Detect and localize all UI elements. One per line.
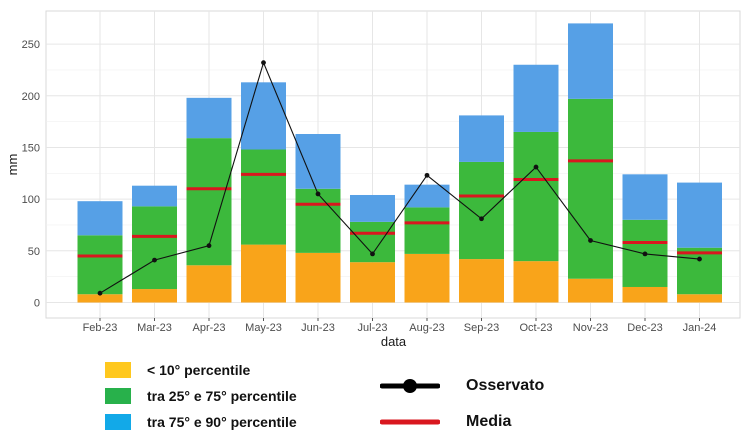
- chart: 0 50 100 150 200 250 Feb-23 Mar-23 Apr-23 May-23 J…: [5, 10, 741, 349]
- y-tick-label: 200: [22, 91, 40, 103]
- legend-label-media: Media: [466, 413, 512, 430]
- legend-item-p25-75: tra 25° e 75° percentile: [105, 383, 297, 409]
- x-tick-label: Dec-23: [627, 322, 662, 334]
- x-tick-label: May-23: [245, 322, 282, 334]
- bar-segment-p25-75: [295, 188, 341, 253]
- bar-segment-p10: [186, 265, 232, 303]
- bar-segment-p75-90: [77, 201, 123, 236]
- bar-segment-p75-90: [622, 174, 668, 220]
- legend-percentiles: < 10° percentile tra 25° e 75° percentil…: [105, 357, 297, 435]
- bar-segment-p75-90: [513, 64, 559, 132]
- osservato-point: [370, 251, 375, 257]
- bar-segment-p25-75: [241, 149, 286, 245]
- bar-segment-p10: [404, 253, 450, 303]
- bar-segment-p25-75: [77, 235, 123, 295]
- bar-segment-p75-90: [459, 115, 504, 162]
- bar-segment-p10: [241, 244, 286, 303]
- legend-label-osservato: Osservato: [466, 377, 545, 394]
- y-tick-label: 100: [22, 194, 40, 206]
- bar-segment-p25-75: [404, 207, 450, 254]
- y-tick-label: 250: [22, 39, 40, 51]
- osservato-point: [533, 164, 539, 170]
- osservato-point: [315, 191, 321, 197]
- osservato-point: [206, 243, 212, 249]
- bar-segment-p25-75: [513, 131, 559, 262]
- osservato-point: [479, 216, 484, 222]
- osservato-point: [588, 238, 593, 243]
- x-tick-label: Apr-23: [192, 322, 225, 334]
- legend-label-p75-90: tra 75° e 90° percentile: [147, 414, 297, 430]
- osservato-point: [261, 60, 266, 66]
- y-tick-label: 50: [28, 246, 40, 258]
- bar-segment-p25-75: [677, 247, 722, 295]
- bar-segment-p75-90: [241, 82, 286, 150]
- osservato-point: [424, 172, 430, 178]
- legend-label-p25-75: tra 25° e 75° percentile: [147, 388, 297, 404]
- x-tick-label: Oct-23: [519, 322, 552, 334]
- bar-segment-p75-90: [295, 134, 341, 189]
- y-tick-label: 150: [22, 142, 40, 154]
- legend-swatch-p25-75: [105, 388, 131, 404]
- x-tick-label: Mar-23: [137, 322, 172, 334]
- x-tick-label: Aug-23: [409, 322, 444, 334]
- x-tick-label: Nov-23: [573, 322, 608, 334]
- osservato-point: [97, 290, 103, 296]
- x-tick-label: Jun-23: [301, 322, 335, 334]
- osservato-point: [642, 251, 648, 257]
- y-axis-title: mm: [5, 154, 20, 176]
- bar-segment-p10: [132, 289, 177, 303]
- legend-label-p10: < 10° percentile: [147, 362, 251, 378]
- x-tick-label: Jan-24: [683, 322, 717, 334]
- bar-segment-p75-90: [404, 184, 450, 208]
- legend-lines: Osservato Media: [380, 368, 544, 440]
- bar-segment-p10: [513, 261, 559, 303]
- bar-segment-p75-90: [568, 23, 613, 99]
- bar-segment-p75-90: [186, 97, 232, 139]
- bar-segment-p10: [77, 294, 123, 303]
- bar-segment-p10: [295, 252, 341, 303]
- osservato-point: [152, 257, 157, 263]
- bar-segment-p25-75: [568, 98, 613, 279]
- legend-swatch-p75-90: [105, 414, 131, 430]
- bar-segment-p75-90: [677, 182, 722, 248]
- bar-segment-p10: [622, 286, 668, 303]
- x-tick-label: Jul-23: [358, 322, 388, 334]
- legend-item-p75-90: tra 75° e 90° percentile: [105, 409, 297, 435]
- bar-segment-p10: [459, 259, 504, 303]
- x-tick-label: Sep-23: [464, 322, 499, 334]
- x-axis-title: data: [381, 334, 407, 349]
- bar-segment-p10: [350, 262, 395, 303]
- bar-segment-p75-90: [350, 194, 395, 222]
- bar-segment-p25-75: [132, 206, 177, 290]
- bar-segment-p10: [677, 294, 722, 303]
- legend-swatch-p10: [105, 362, 131, 378]
- osservato-line: [99, 61, 700, 294]
- legend-item-media: Media: [380, 404, 544, 440]
- osservato-point: [697, 256, 702, 262]
- legend-osservato-marker: [380, 379, 440, 393]
- bar-segment-p25-75: [459, 161, 504, 260]
- legend-item-osservato: Osservato: [380, 368, 544, 404]
- y-tick-label: 0: [34, 297, 40, 309]
- legend-media-line: [380, 419, 440, 425]
- bar-segment-p75-90: [132, 185, 177, 207]
- x-tick-label: Feb-23: [83, 322, 118, 334]
- legend-item-p10: < 10° percentile: [105, 357, 297, 383]
- bar-segment-p10: [568, 278, 613, 303]
